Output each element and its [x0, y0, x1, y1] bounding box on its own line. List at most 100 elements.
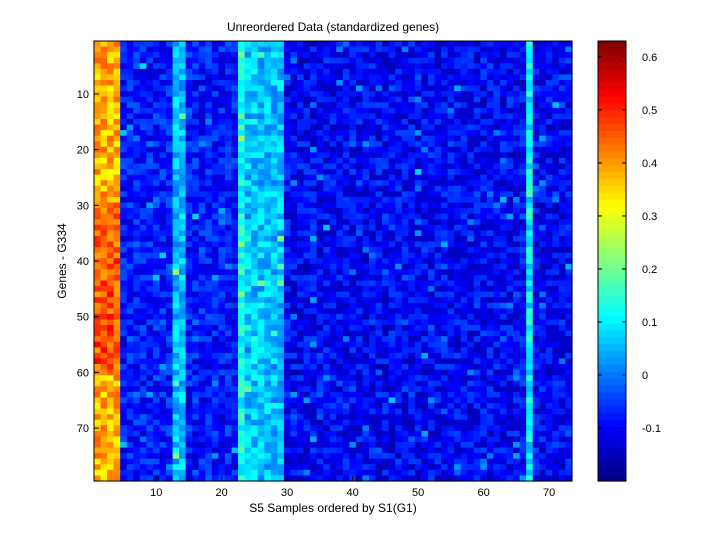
heatmap-cell	[159, 79, 167, 87]
heatmap-cell	[152, 174, 161, 181]
heatmap-cell	[296, 52, 305, 59]
heatmap-cell	[283, 419, 292, 426]
heatmap-cell	[565, 146, 573, 153]
heatmap-cell	[172, 118, 180, 126]
heatmap-cell	[395, 352, 403, 360]
heatmap-cell	[139, 308, 147, 315]
heatmap-cell	[355, 369, 364, 376]
heatmap-cell	[375, 191, 383, 198]
heatmap-cell	[513, 219, 521, 226]
heatmap-cell	[388, 386, 396, 393]
heatmap-cell	[211, 258, 220, 265]
heatmap-cell	[447, 57, 455, 64]
heatmap-cell	[303, 274, 311, 282]
heatmap-cell	[107, 74, 115, 81]
heatmap-cell	[486, 157, 495, 165]
heatmap-cell	[238, 157, 246, 165]
heatmap-cell	[460, 180, 468, 187]
heatmap-cell	[532, 375, 540, 382]
heatmap-cell	[519, 274, 527, 282]
heatmap-cell	[251, 330, 259, 337]
heatmap-cell	[421, 185, 429, 192]
heatmap-cell	[473, 352, 481, 360]
heatmap-cell	[303, 107, 311, 115]
heatmap-cell	[460, 241, 468, 248]
heatmap-cell	[329, 41, 337, 48]
heatmap-cell	[336, 185, 344, 192]
heatmap-cell	[401, 325, 409, 332]
heatmap-cell	[231, 269, 239, 276]
heatmap-cell	[558, 375, 567, 382]
heatmap-cell	[558, 152, 567, 159]
heatmap-cell	[414, 213, 422, 220]
heatmap-cell	[218, 180, 226, 187]
heatmap-cell	[296, 414, 305, 421]
heatmap-cell	[146, 330, 154, 337]
heatmap-cell	[401, 180, 409, 187]
heatmap-cell	[126, 263, 134, 270]
heatmap-cell	[441, 74, 449, 81]
heatmap-cell	[238, 202, 246, 209]
heatmap-cell	[414, 91, 422, 98]
heatmap-cell	[539, 235, 547, 243]
heatmap-cell	[152, 196, 161, 204]
heatmap-cell	[100, 202, 108, 209]
heatmap-cell	[113, 157, 121, 165]
heatmap-cell	[218, 130, 226, 137]
heatmap-cell	[120, 408, 128, 415]
heatmap-cell	[519, 118, 527, 126]
heatmap-cell	[513, 146, 521, 153]
heatmap-cell	[565, 124, 573, 131]
heatmap-cell	[107, 274, 115, 282]
heatmap-cell	[146, 118, 154, 126]
heatmap-cell	[545, 52, 553, 59]
heatmap-cell	[100, 319, 108, 326]
heatmap-cell	[277, 341, 285, 348]
heatmap-cell	[421, 141, 429, 148]
heatmap-cell	[552, 130, 560, 137]
heatmap-cell	[316, 91, 324, 98]
heatmap-cell	[526, 91, 534, 98]
heatmap-cell	[192, 124, 200, 131]
heatmap-cell	[146, 180, 154, 187]
heatmap-cell	[532, 302, 540, 309]
heatmap-cell	[349, 141, 357, 148]
heatmap-cell	[408, 224, 416, 231]
heatmap-cell	[460, 308, 468, 315]
heatmap-cell	[441, 169, 449, 176]
heatmap-cell	[545, 347, 553, 354]
heatmap-cell	[486, 91, 495, 98]
heatmap-cell	[303, 146, 311, 153]
heatmap-cell	[166, 52, 174, 59]
heatmap-cell	[270, 180, 278, 187]
heatmap-cell	[473, 386, 481, 393]
heatmap-cell	[467, 403, 475, 410]
heatmap-cell	[388, 241, 396, 248]
heatmap-cell	[133, 391, 141, 399]
heatmap-cell	[414, 241, 422, 248]
heatmap-cell	[152, 302, 161, 309]
heatmap-cell	[296, 297, 305, 304]
heatmap-cell	[513, 391, 521, 399]
heatmap-cell	[257, 358, 265, 365]
heatmap-cell	[486, 202, 495, 209]
heatmap-cell	[349, 230, 357, 237]
heatmap-cell	[139, 74, 147, 81]
heatmap-cell	[486, 130, 495, 137]
heatmap-cell	[120, 174, 128, 181]
heatmap-cell	[100, 308, 108, 315]
heatmap-cell	[224, 235, 233, 243]
heatmap-cell	[94, 196, 102, 204]
heatmap-cell	[486, 274, 495, 282]
heatmap-cell	[454, 286, 462, 293]
heatmap-cell	[447, 102, 455, 109]
heatmap-cell	[270, 141, 278, 148]
heatmap-cell	[205, 364, 213, 371]
heatmap-cell	[342, 196, 350, 204]
heatmap-cell	[565, 74, 573, 81]
heatmap-cell	[166, 208, 174, 215]
heatmap-cell	[113, 369, 121, 376]
heatmap-cell	[296, 208, 305, 215]
heatmap-cell	[545, 291, 553, 298]
heatmap-cell	[133, 319, 141, 326]
